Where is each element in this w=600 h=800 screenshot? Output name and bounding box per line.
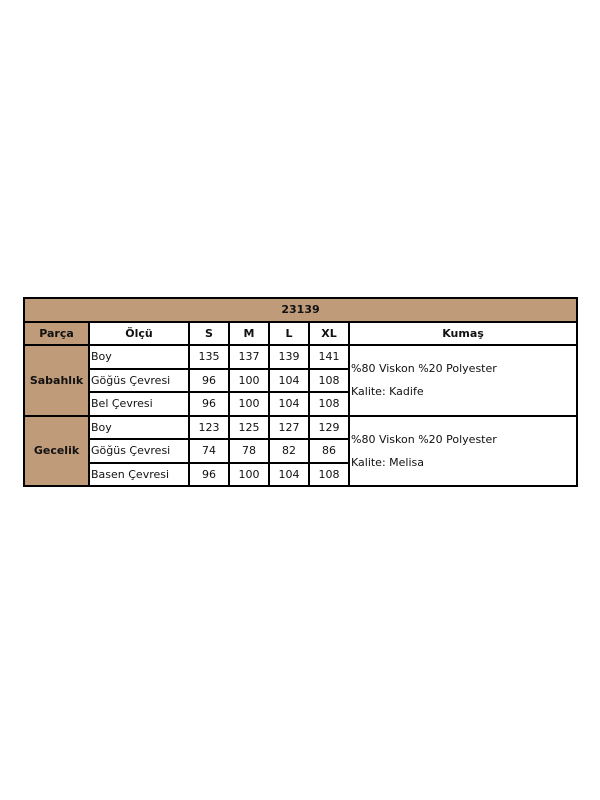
- size-value: 100: [228, 461, 270, 487]
- table-title: 23139: [22, 297, 579, 323]
- header-s: S: [188, 320, 230, 346]
- size-value: 141: [308, 344, 350, 370]
- table-row: Bel Çevresi 96 100 104 108: [24, 391, 577, 417]
- table-row: Sabahlık Boy 135 137 139 141 %80 Viskon %20 Po…: [23, 344, 579, 417]
- part-name: Sabahlık: [23, 344, 90, 417]
- fabric-cell: %80 Viskon %20 Polyester Kalite: Kadife: [347, 344, 579, 417]
- size-chart-table: 23139 Parça Ölçü S M L XL Kumaş Sabahlık…: [22, 297, 579, 487]
- table-row: Gecelik Boy 123 125 127 129 %80 Viskon %20 Pol…: [23, 414, 579, 487]
- header-fabric: Kumaş: [347, 320, 579, 346]
- size-value: 135: [188, 344, 230, 370]
- header-part: Parça: [23, 320, 90, 346]
- size-value: 100: [228, 367, 270, 393]
- size-value: 108: [308, 391, 350, 417]
- measure-name: Basen Çevresi: [88, 461, 190, 487]
- size-value: 96: [188, 461, 230, 487]
- header-m: M: [228, 320, 270, 346]
- fabric-composition: %80 Viskon %20 Polyester: [351, 432, 497, 446]
- size-value: 129: [308, 414, 350, 440]
- size-value: 74: [188, 438, 230, 464]
- fabric-quality: Kalite: Kadife: [351, 385, 424, 399]
- size-value: 82: [268, 438, 310, 464]
- size-value: 123: [188, 414, 230, 440]
- size-value: 137: [228, 344, 270, 370]
- header-xl: XL: [308, 320, 350, 346]
- part-name: Gecelik: [23, 414, 90, 487]
- size-value: 139: [268, 344, 310, 370]
- size-value: 104: [268, 367, 310, 393]
- header-l: L: [268, 320, 310, 346]
- size-value: 86: [308, 438, 350, 464]
- header-row: Parça Ölçü S M L XL Kumaş: [23, 320, 579, 346]
- size-value: 96: [188, 367, 230, 393]
- size-value: 96: [188, 391, 230, 417]
- measure-name: Göğüs Çevresi: [88, 438, 190, 464]
- size-value: 127: [268, 414, 310, 440]
- size-value: 108: [308, 461, 350, 487]
- measure-name: Bel Çevresi: [88, 391, 190, 417]
- size-value: 100: [228, 391, 270, 417]
- fabric-quality: Kalite: Melisa: [351, 455, 424, 469]
- size-value: 78: [228, 438, 270, 464]
- measure-name: Boy: [88, 414, 190, 440]
- table-row: Göğüs Çevresi 74 78 82 86: [24, 438, 577, 464]
- table-row: Basen Çevresi 96 100 104 108: [24, 461, 577, 487]
- fabric-cell: %80 Viskon %20 Polyester Kalite: Melisa: [347, 414, 579, 487]
- measure-name: Boy: [88, 344, 190, 370]
- measure-name: Göğüs Çevresi: [88, 367, 190, 393]
- size-value: 104: [268, 461, 310, 487]
- size-value: 125: [228, 414, 270, 440]
- header-measure: Ölçü: [88, 320, 190, 346]
- size-value: 104: [268, 391, 310, 417]
- fabric-composition: %80 Viskon %20 Polyester: [351, 362, 497, 376]
- table-row: Göğüs Çevresi 96 100 104 108: [24, 367, 577, 393]
- size-value: 108: [308, 367, 350, 393]
